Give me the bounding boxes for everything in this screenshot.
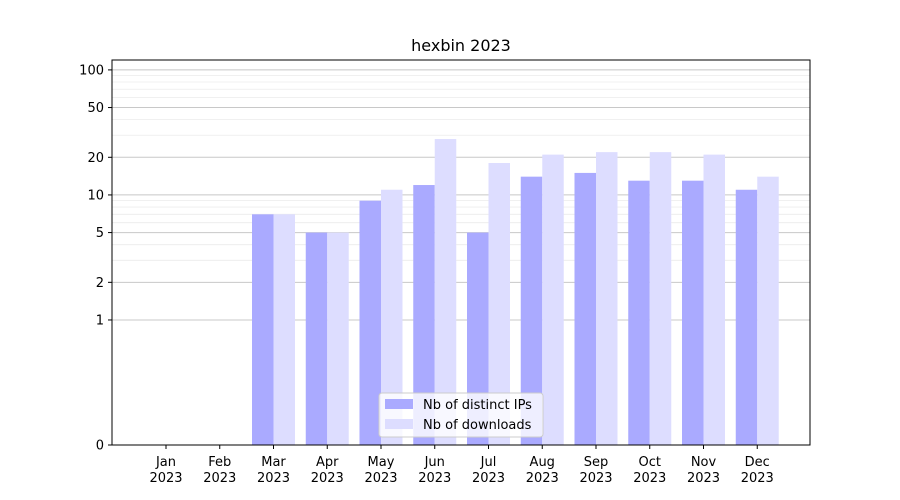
legend-label-downloads: Nb of downloads: [423, 418, 532, 433]
y-tick-label: 20: [87, 151, 104, 166]
legend-swatch-distinct-ips: [385, 399, 413, 409]
chart-title: hexbin 2023: [411, 36, 511, 55]
x-tick-label: Oct 2023: [633, 455, 666, 486]
legend-box: [378, 392, 544, 438]
legend: Nb of distinct IPs Nb of downloads: [378, 392, 544, 438]
bar: [596, 152, 618, 445]
y-tick-label: 10: [87, 188, 104, 203]
x-tick-label: Apr 2023: [311, 455, 344, 486]
x-tick-label: Jan 2023: [149, 455, 182, 486]
x-tick-label: Jun 2023: [418, 455, 451, 486]
y-tick-label: 50: [87, 101, 104, 116]
x-tick-label: Jul 2023: [472, 455, 505, 486]
y-tick-label: 2: [96, 276, 104, 291]
bars: [252, 139, 779, 446]
legend-label-distinct-ips: Nb of distinct IPs: [423, 398, 532, 413]
y-axis: 0 1 2 5 10 20 50 100: [79, 63, 112, 454]
bar: [305, 232, 328, 445]
x-axis: Jan 2023 Feb 2023 Mar 2023 Apr 2023 May 2023 Jun 20…: [149, 445, 774, 486]
bar: [628, 180, 650, 445]
bar: [703, 154, 725, 446]
y-tick-label: 1: [96, 313, 104, 328]
x-tick-label: Nov 2023: [687, 455, 720, 486]
y-tick-label: 100: [79, 63, 104, 78]
x-tick-label: Mar 2023: [257, 455, 290, 486]
bar: [467, 232, 489, 445]
bar: [413, 185, 435, 445]
x-tick-label: Feb 2023: [203, 455, 236, 486]
bar: [359, 200, 381, 445]
plot-frame: [111, 59, 811, 446]
bar: [682, 180, 704, 445]
x-tick-label: Dec 2023: [741, 455, 774, 486]
bar: [542, 154, 564, 446]
x-tick-label: Sep 2023: [579, 455, 612, 486]
bar: [757, 176, 779, 445]
bar: [488, 163, 510, 445]
y-tick-label: 0: [96, 439, 104, 454]
bar: [327, 232, 349, 445]
bar: [381, 189, 403, 445]
bar: [735, 189, 758, 445]
x-tick-label: May 2023: [364, 455, 397, 486]
bar: [252, 214, 274, 445]
bar: [520, 176, 543, 445]
bar: [649, 152, 672, 445]
legend-swatch-downloads: [385, 419, 413, 429]
bar: [273, 214, 295, 445]
bar: [434, 139, 457, 445]
y-tick-label: 5: [96, 226, 104, 241]
x-tick-label: Aug 2023: [526, 455, 559, 486]
bar: [574, 172, 596, 445]
